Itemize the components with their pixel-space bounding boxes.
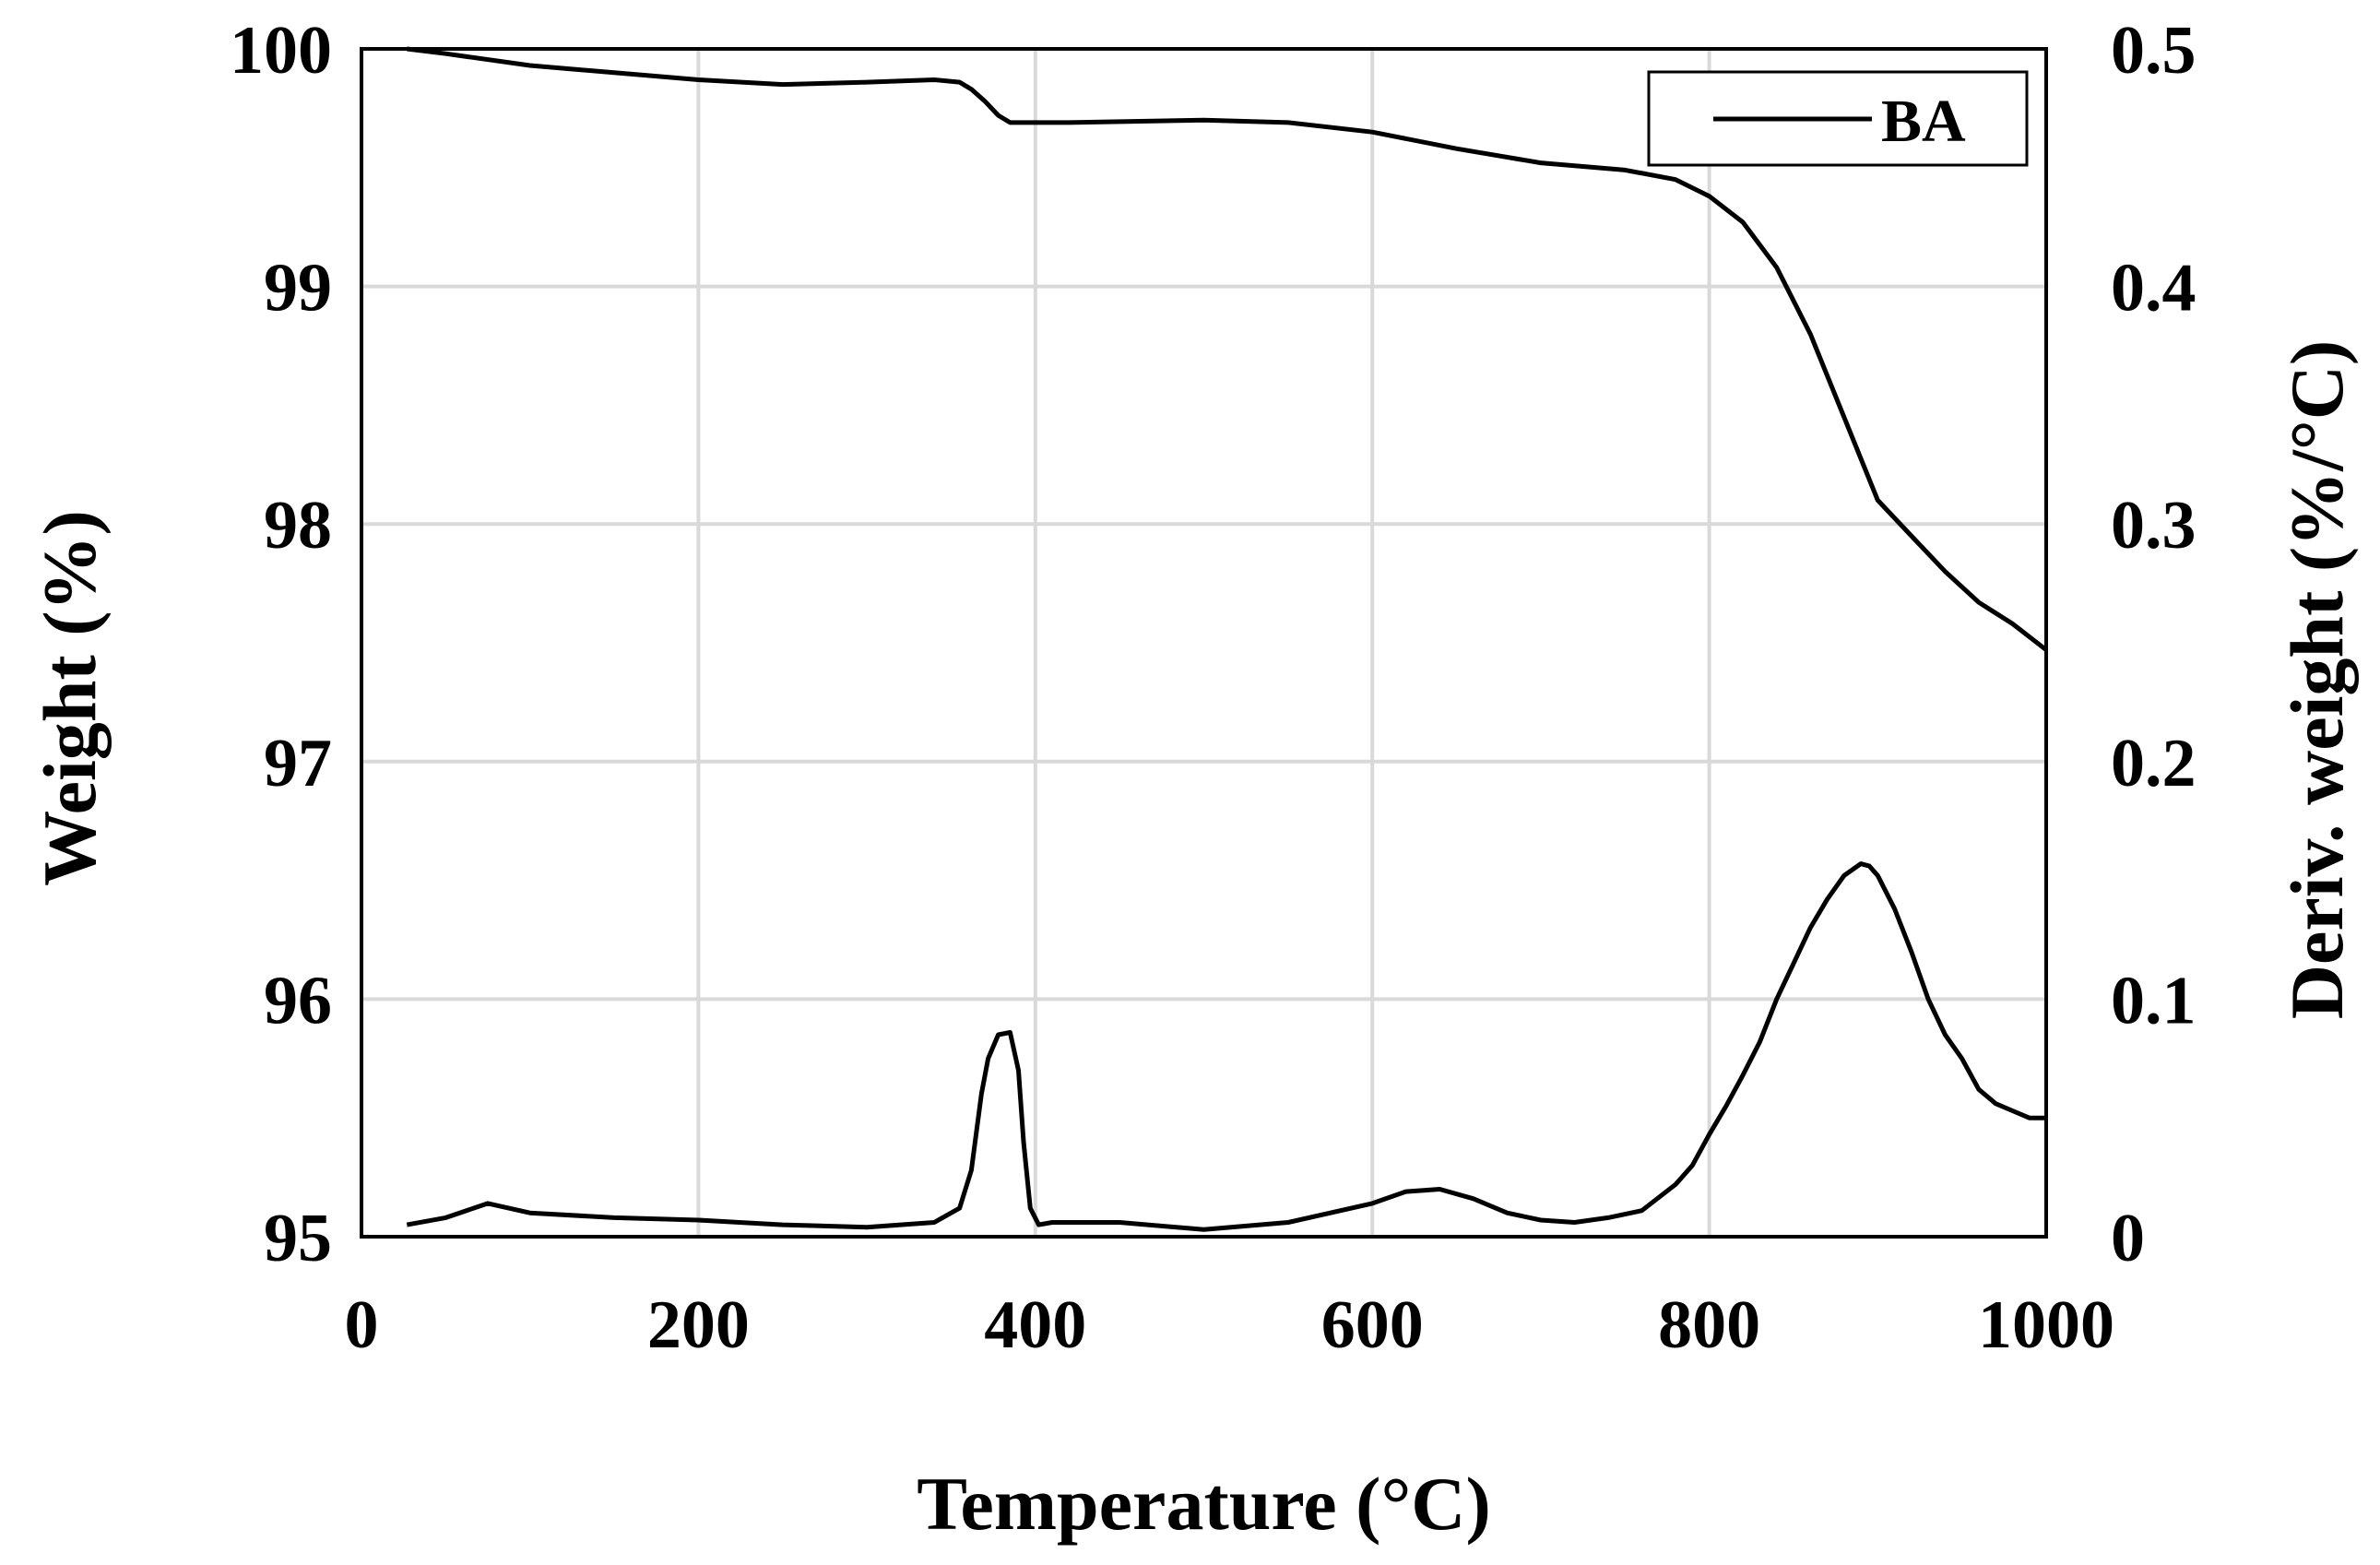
y-tick-label-96: 96 bbox=[264, 963, 332, 1038]
y2-tick-label-0-4: 0.4 bbox=[2111, 251, 2196, 326]
y2-axis-title: Deriv. weight (%/°C) bbox=[2275, 340, 2359, 1019]
x-tick-label-800: 800 bbox=[1658, 1287, 1760, 1363]
y-tick-label-99: 99 bbox=[264, 251, 332, 326]
grid-layer bbox=[361, 49, 2046, 1237]
plot-area-frame bbox=[360, 47, 2048, 1239]
series-line-right-1 bbox=[406, 861, 2046, 1232]
y2-tick-label-0-1: 0.1 bbox=[2111, 963, 2196, 1038]
x-tick-label-200: 200 bbox=[647, 1287, 750, 1363]
y2-tick-label-0: 0 bbox=[2111, 1201, 2145, 1276]
y2-tick-label-0-3: 0.3 bbox=[2111, 488, 2196, 563]
x-tick-label-600: 600 bbox=[1321, 1287, 1424, 1363]
legend-box bbox=[1647, 70, 2029, 167]
series-layer bbox=[406, 46, 2048, 1232]
y2-tick-label-0-5: 0.5 bbox=[2111, 13, 2196, 89]
tick-labels: 0 200 400 600 800 1000959697989910000.10.20.3… bbox=[230, 13, 2196, 1363]
y-tick-label-95: 95 bbox=[264, 1201, 332, 1276]
y-tick-label-98: 98 bbox=[264, 488, 332, 563]
y-tick-label-97: 97 bbox=[264, 726, 332, 801]
legend-entry-ba: BA bbox=[1881, 88, 1966, 155]
x-tick-label-0: 0 bbox=[345, 1287, 379, 1363]
legend: BA bbox=[1647, 70, 2029, 167]
x-tick-label-1000: 1000 bbox=[1978, 1287, 2114, 1363]
series-line-ba bbox=[406, 46, 2048, 652]
y-axis-title: Weight (%) bbox=[28, 510, 112, 886]
y2-tick-label-0-2: 0.2 bbox=[2111, 726, 2196, 801]
y-tick-label-100: 100 bbox=[230, 13, 332, 89]
x-tick-label-400: 400 bbox=[984, 1287, 1086, 1363]
x-axis-title: Temperature (°C) bbox=[917, 1462, 1491, 1546]
